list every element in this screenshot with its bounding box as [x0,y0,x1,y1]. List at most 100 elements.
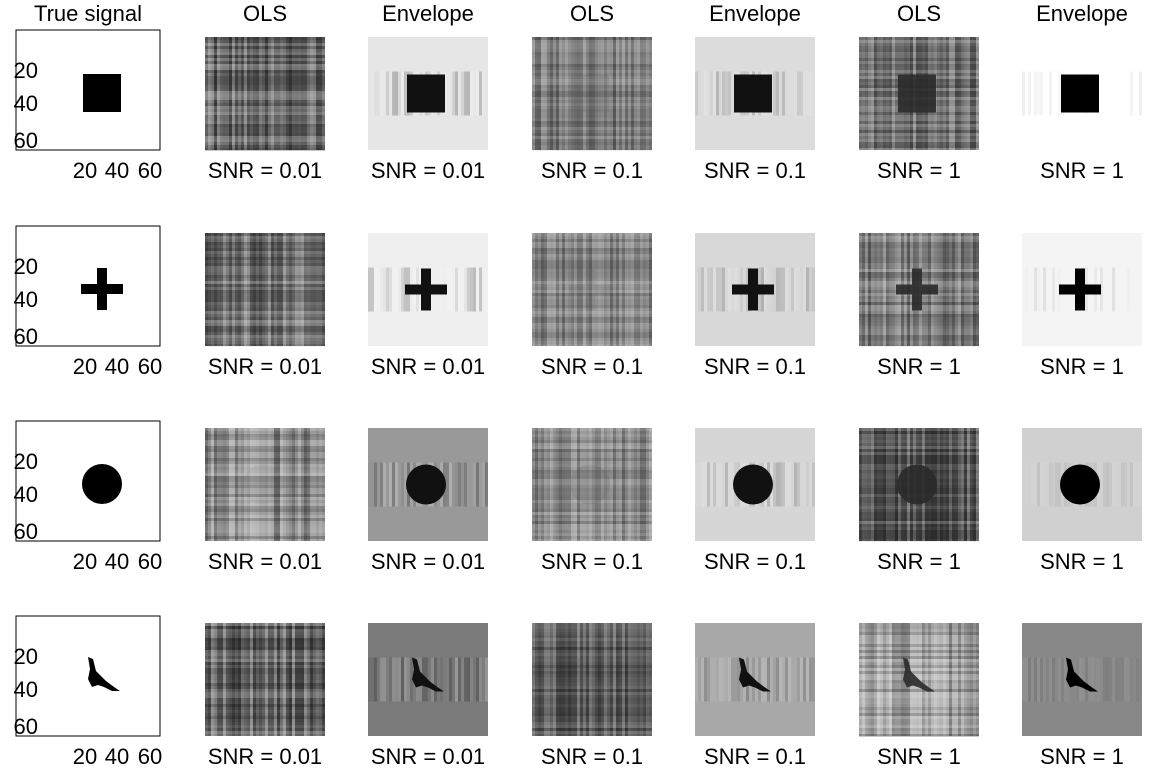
noise-stripe [628,233,631,346]
noise-stripe [205,512,325,515]
noise-stripe [205,145,325,148]
panel-label: SNR = 0.1 [541,158,643,183]
noise-stripe [859,698,979,701]
noise-stripe [1037,462,1040,507]
panel-label: SNR = 0.1 [541,744,643,769]
noise-stripe [205,428,208,541]
signal-shape [733,464,773,505]
noise-stripe [238,428,241,541]
noise-stripe [859,449,979,452]
noise-stripe [205,302,325,305]
noise-stripe [205,70,325,73]
noise-stripe [461,462,464,507]
noise-stripe [268,233,271,346]
noise-stripe [532,692,652,695]
noise-stripe [229,428,232,541]
noise-stripe [859,311,979,314]
signal-shape [405,268,447,311]
panel-label: SNR = 0.01 [371,744,485,769]
noise-stripe [386,71,389,116]
noise-stripe [859,632,979,635]
noise-stripe [214,623,217,736]
noise-stripe [205,515,325,518]
noise-stripe [859,46,979,49]
noise-stripe [562,233,565,346]
noise-stripe [859,437,979,440]
noise-stripe [794,658,797,702]
noise-stripe [532,127,652,130]
noise-stripe [389,657,392,702]
panel-background [532,428,652,541]
noise-stripe [464,267,467,312]
noise-stripe [809,267,812,312]
noise-stripe [532,470,652,473]
noise-stripe [532,722,652,725]
noise-stripe [532,623,535,736]
noise-stripe [859,139,979,142]
noise-stripe [592,233,595,346]
noise-stripe [574,37,577,150]
cross-v [421,268,431,311]
estimate-panel [695,428,815,541]
noise-stripe [728,657,731,702]
panel-background [205,623,325,736]
noise-stripe [532,674,652,677]
noise-stripe [262,233,265,346]
noise-stripe [205,281,325,284]
panel-label: SNR = 1 [1040,158,1124,183]
noise-stripe [859,461,979,464]
noise-stripe [613,428,616,541]
noise-stripe [205,248,325,251]
noise-stripe [205,88,325,91]
noise-stripe [1049,657,1052,702]
noise-stripe [295,233,298,346]
noise-stripe [1058,657,1061,702]
noise-stripe [205,698,325,701]
noise-stripe [319,428,322,541]
noise-stripe [586,428,589,541]
noise-stripe [476,657,479,702]
noise-stripe [874,623,877,736]
noise-stripe [223,623,226,736]
noise-stripe [205,263,325,266]
noise-stripe [262,623,265,736]
noise-stripe [940,37,943,150]
noise-stripe [205,124,325,127]
noise-stripe [859,338,979,341]
square [571,74,609,113]
noise-stripe [859,725,979,728]
noise-stripe [707,267,710,312]
noise-stripe [701,267,704,312]
cross-v [1075,268,1085,311]
noise-stripe [788,657,791,702]
noise-stripe [434,657,437,702]
noise-stripe [859,314,979,317]
noise-stripe [964,623,967,736]
panel-label: SNR = 1 [1040,549,1124,574]
noise-stripe [205,106,325,109]
noise-stripe [532,449,652,452]
noise-stripe [532,506,652,509]
noise-stripe [859,344,979,347]
noise-stripe [532,428,652,431]
noise-stripe [398,657,401,702]
noise-stripe [532,37,535,150]
noise-stripe [532,503,652,506]
noise-stripe [695,462,698,507]
noise-stripe [1127,657,1130,702]
noise-stripe [532,320,652,323]
noise-stripe [205,43,325,46]
noise-stripe [946,37,949,150]
noise-stripe [556,233,559,346]
noise-stripe [205,49,325,52]
noise-stripe [553,623,556,736]
noise-stripe [532,37,652,40]
noise-stripe [580,428,583,541]
noise-stripe [961,623,964,736]
signal-shape [732,268,774,311]
noise-stripe [1031,72,1034,116]
noise-stripe [262,428,265,541]
noise-stripe [883,428,886,541]
noise-stripe [1082,657,1085,702]
